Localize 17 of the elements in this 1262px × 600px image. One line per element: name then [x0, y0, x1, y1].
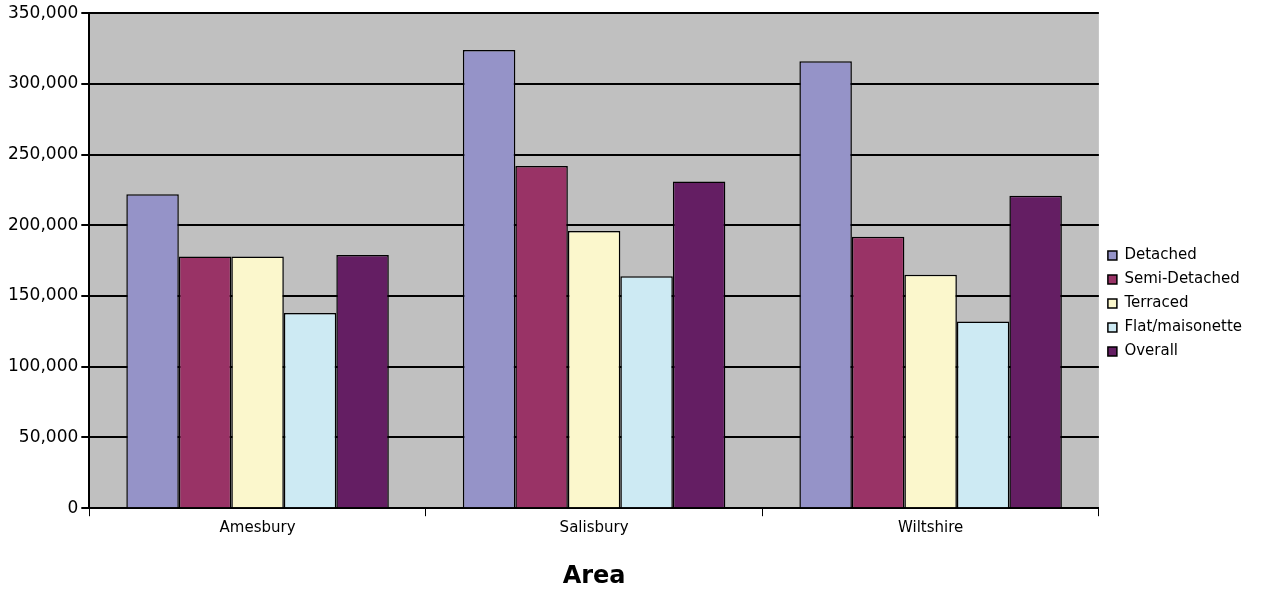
legend-label: Semi-Detached — [1124, 269, 1240, 288]
x-tick-label: Amesbury — [219, 518, 296, 537]
y-tick-label: 50,000 — [18, 425, 79, 446]
y-tick-label: 150,000 — [7, 284, 79, 305]
legend-label: Detached — [1124, 245, 1197, 264]
y-tick-label: 350,000 — [7, 1, 79, 22]
y-tick-label: 200,000 — [7, 213, 79, 234]
y-tick-label: 0 — [67, 496, 79, 517]
legend-label: Overall — [1124, 341, 1178, 360]
y-tick-label: 300,000 — [7, 72, 79, 93]
x-tick-label: Salisbury — [559, 518, 629, 537]
y-tick-label: 250,000 — [7, 143, 79, 164]
y-tick-label: 100,000 — [7, 355, 79, 376]
legend-label: Terraced — [1123, 293, 1189, 312]
x-axis-title: Area — [562, 560, 626, 589]
x-tick-label: Wiltshire — [897, 518, 964, 537]
legend-label: Flat/maisonette — [1124, 317, 1243, 336]
